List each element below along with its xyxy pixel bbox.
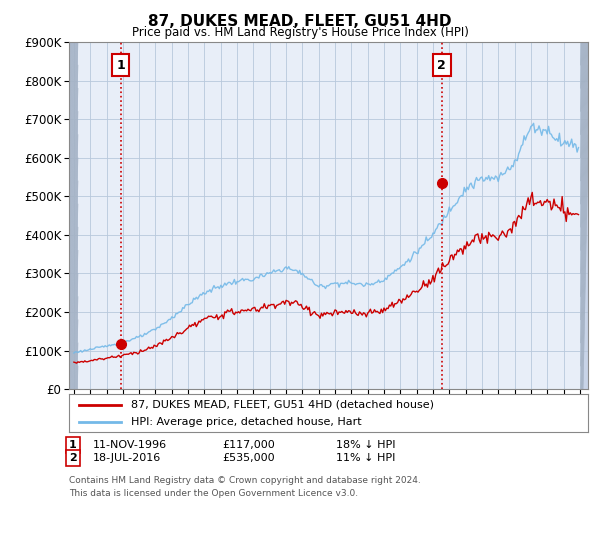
Text: 1: 1 [116, 59, 125, 72]
Text: 2: 2 [437, 59, 446, 72]
Text: 2: 2 [69, 453, 77, 463]
Text: HPI: Average price, detached house, Hart: HPI: Average price, detached house, Hart [131, 417, 362, 427]
Text: 87, DUKES MEAD, FLEET, GU51 4HD: 87, DUKES MEAD, FLEET, GU51 4HD [148, 14, 452, 29]
FancyBboxPatch shape [581, 42, 588, 389]
Text: £117,000: £117,000 [222, 440, 275, 450]
Text: £535,000: £535,000 [222, 453, 275, 463]
Text: 18% ↓ HPI: 18% ↓ HPI [336, 440, 395, 450]
Text: 11% ↓ HPI: 11% ↓ HPI [336, 453, 395, 463]
Text: 87, DUKES MEAD, FLEET, GU51 4HD (detached house): 87, DUKES MEAD, FLEET, GU51 4HD (detache… [131, 400, 434, 410]
FancyBboxPatch shape [69, 42, 78, 389]
Text: 1: 1 [69, 440, 77, 450]
Text: Contains HM Land Registry data © Crown copyright and database right 2024.
This d: Contains HM Land Registry data © Crown c… [69, 476, 421, 497]
Text: Price paid vs. HM Land Registry's House Price Index (HPI): Price paid vs. HM Land Registry's House … [131, 26, 469, 39]
Text: 18-JUL-2016: 18-JUL-2016 [93, 453, 161, 463]
Text: 11-NOV-1996: 11-NOV-1996 [93, 440, 167, 450]
